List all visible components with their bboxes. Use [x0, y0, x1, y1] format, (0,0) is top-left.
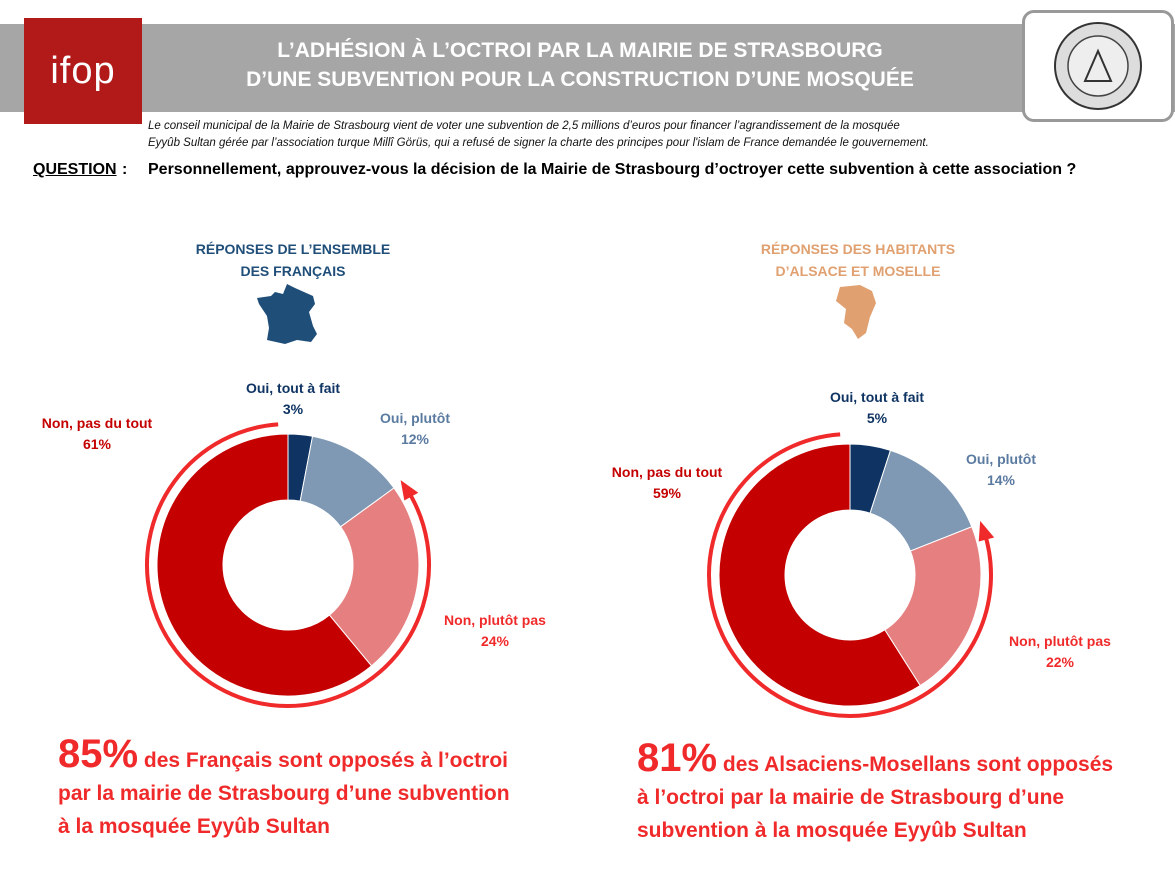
slice-non-plutot [328, 487, 420, 667]
cat: Oui, plutôt [380, 410, 450, 426]
conclusion-alsace: 81% des Alsaciens-Mosellans sont opposés… [637, 738, 1167, 847]
opposition-arc [707, 432, 993, 718]
chart1-title-1: RÉPONSES DE L’ENSEMBLE [195, 241, 391, 257]
label-non-plutot: Non, plutôt pas 22% [990, 631, 1130, 673]
pct: 3% [282, 401, 304, 417]
ifop-logo: ifop [24, 18, 142, 124]
conclusion-line: par la mairie de Strasbourg d’une subven… [58, 782, 510, 805]
pct: 5% [866, 410, 888, 426]
chart2-title-1: RÉPONSES DES HABITANTS [760, 241, 956, 257]
conclusion-pct: 81% [637, 736, 718, 780]
header-band [0, 24, 1175, 112]
label-non-plutot: Non, plutôt pas 24% [425, 610, 565, 652]
seal-logo [1022, 10, 1174, 122]
conclusion-line: des Alsaciens-Mosellans sont opposés [717, 753, 1114, 776]
pct: 59% [652, 485, 682, 501]
pct: 12% [400, 431, 430, 447]
label-oui-plutot: Oui, plutôt 12% [360, 408, 470, 450]
slice-non-pas [156, 433, 373, 697]
intro-text: Le conseil municipal de la Mairie de Str… [148, 118, 1098, 152]
question-label: QUESTION [33, 161, 117, 178]
conclusion-pct: 85% [58, 732, 139, 776]
question-colon: : [122, 161, 128, 178]
seal-icon [1054, 22, 1142, 110]
pct: 61% [82, 436, 112, 452]
slice-non-plutot [884, 526, 982, 687]
label-oui-plutot: Oui, plutôt 14% [946, 449, 1056, 491]
chart2-title: RÉPONSES DES HABITANTS D’ALSACE ET MOSELL… [733, 238, 983, 282]
label-oui-tout: Oui, tout à fait 3% [238, 378, 348, 420]
label-oui-tout: Oui, tout à fait 5% [812, 387, 942, 429]
pct: 14% [986, 472, 1016, 488]
chart1-title-2: DES FRANÇAIS [240, 263, 346, 279]
question-text: Personnellement, approuvez-vous la décis… [148, 161, 1077, 178]
chart1-title: RÉPONSES DE L’ENSEMBLE DES FRANÇAIS [168, 238, 418, 282]
arrowhead-icon [978, 520, 995, 542]
cat: Non, plutôt pas [1009, 633, 1111, 649]
pct: 22% [1045, 654, 1075, 670]
cat: Oui, tout à fait [245, 380, 341, 396]
title-line-1: L’ADHÉSION À L’OCTROI PAR LA MAIRIE DE S… [277, 39, 883, 62]
pct: 24% [480, 633, 510, 649]
cat: Oui, plutôt [966, 451, 1036, 467]
page-title: L’ADHÉSION À L’OCTROI PAR LA MAIRIE DE S… [150, 36, 1010, 94]
donut-chart-alsace [707, 432, 995, 718]
intro-line-2: Eyyûb Sultan gérée par l’association tur… [148, 137, 929, 149]
conclusion-france: 85% des Français sont opposés à l’octroi… [58, 734, 618, 843]
conclusion-line: à la mosquée Eyyûb Sultan [58, 815, 330, 838]
label-non-pas: Non, pas du tout 59% [592, 462, 742, 504]
title-line-2: D’UNE SUBVENTION POUR LA CONSTRUCTION D’… [246, 68, 914, 91]
conclusion-line: subvention à la mosquée Eyyûb Sultan [637, 819, 1027, 842]
conclusion-line: des Français sont opposés à l’octroi [138, 749, 508, 772]
cat: Non, pas du tout [41, 415, 153, 431]
cat: Non, pas du tout [611, 464, 723, 480]
france-map-icon [257, 284, 317, 344]
donut-chart-france [145, 422, 431, 708]
opposition-arc [145, 422, 431, 708]
conclusion-line: à l’octroi par la mairie de Strasbourg d… [637, 786, 1065, 809]
arrowhead-icon [400, 480, 419, 501]
intro-line-1: Le conseil municipal de la Mairie de Str… [148, 120, 900, 132]
cat: Oui, tout à fait [829, 389, 925, 405]
chart2-title-2: D’ALSACE ET MOSELLE [775, 263, 941, 279]
label-non-pas: Non, pas du tout 61% [22, 413, 172, 455]
alsace-map-icon [836, 285, 876, 339]
cat: Non, plutôt pas [444, 612, 546, 628]
slice-non-pas [718, 443, 921, 707]
